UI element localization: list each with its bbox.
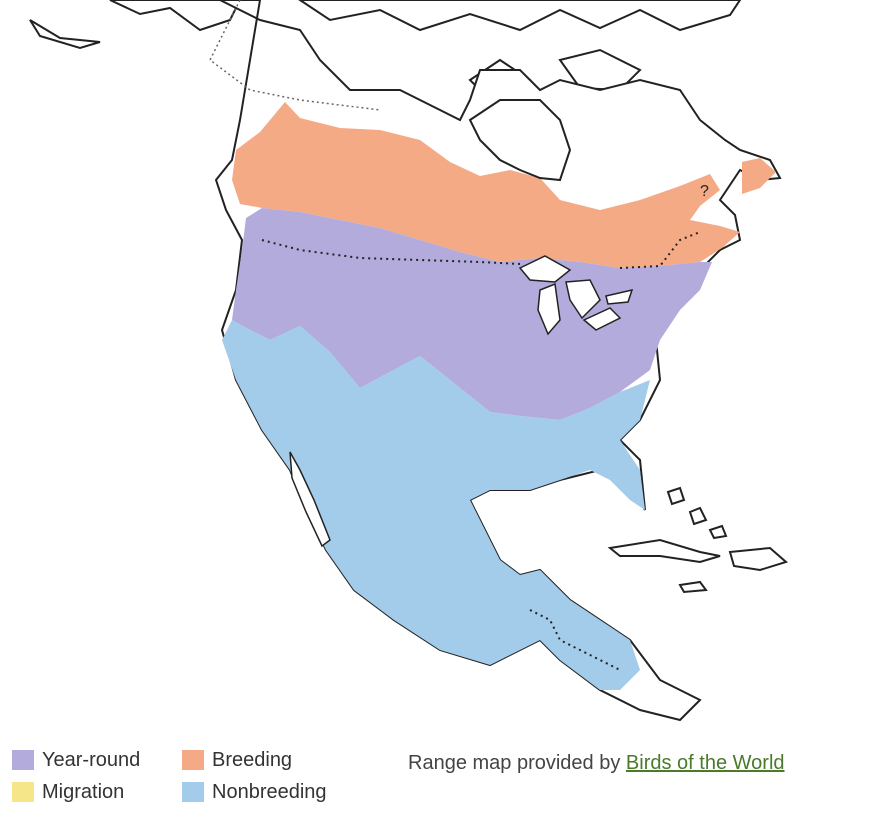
legend: Year-round Migration Breeding Nonbreedin… [12, 746, 892, 826]
map-credit: Range map provided by Birds of the World [408, 752, 785, 775]
caribbean-islands [607, 486, 789, 594]
legend-item-migration: Migration [12, 778, 124, 806]
central-america-borders [529, 609, 621, 671]
nonbreeding-range [222, 320, 650, 690]
hudson-bay [468, 99, 572, 182]
legend-item-breeding: Breeding [182, 746, 292, 774]
range-map: ? [29, 0, 789, 722]
nonbreeding-swatch [182, 782, 204, 802]
breeding-swatch [182, 750, 204, 770]
legend-label: Nonbreeding [212, 780, 327, 803]
year-round-range [232, 208, 712, 420]
legend-item-year-round: Year-round [12, 746, 140, 774]
breeding-range [232, 102, 740, 268]
great-lakes [518, 255, 634, 336]
gulf-of-california [289, 451, 331, 548]
breeding-range-newfoundland [742, 158, 776, 194]
legend-label: Breeding [212, 748, 293, 771]
legend-item-nonbreeding: Nonbreeding [182, 778, 327, 806]
migration-swatch [12, 782, 34, 802]
year-round-swatch [12, 750, 34, 770]
legend-label: Year-round [42, 748, 141, 771]
birds-of-the-world-link[interactable]: Birds of the World [625, 752, 785, 774]
uncertain-range-marker: ? [700, 183, 709, 200]
credit-prefix: Range map provided by [408, 752, 626, 774]
legend-label: Migration [42, 780, 125, 803]
